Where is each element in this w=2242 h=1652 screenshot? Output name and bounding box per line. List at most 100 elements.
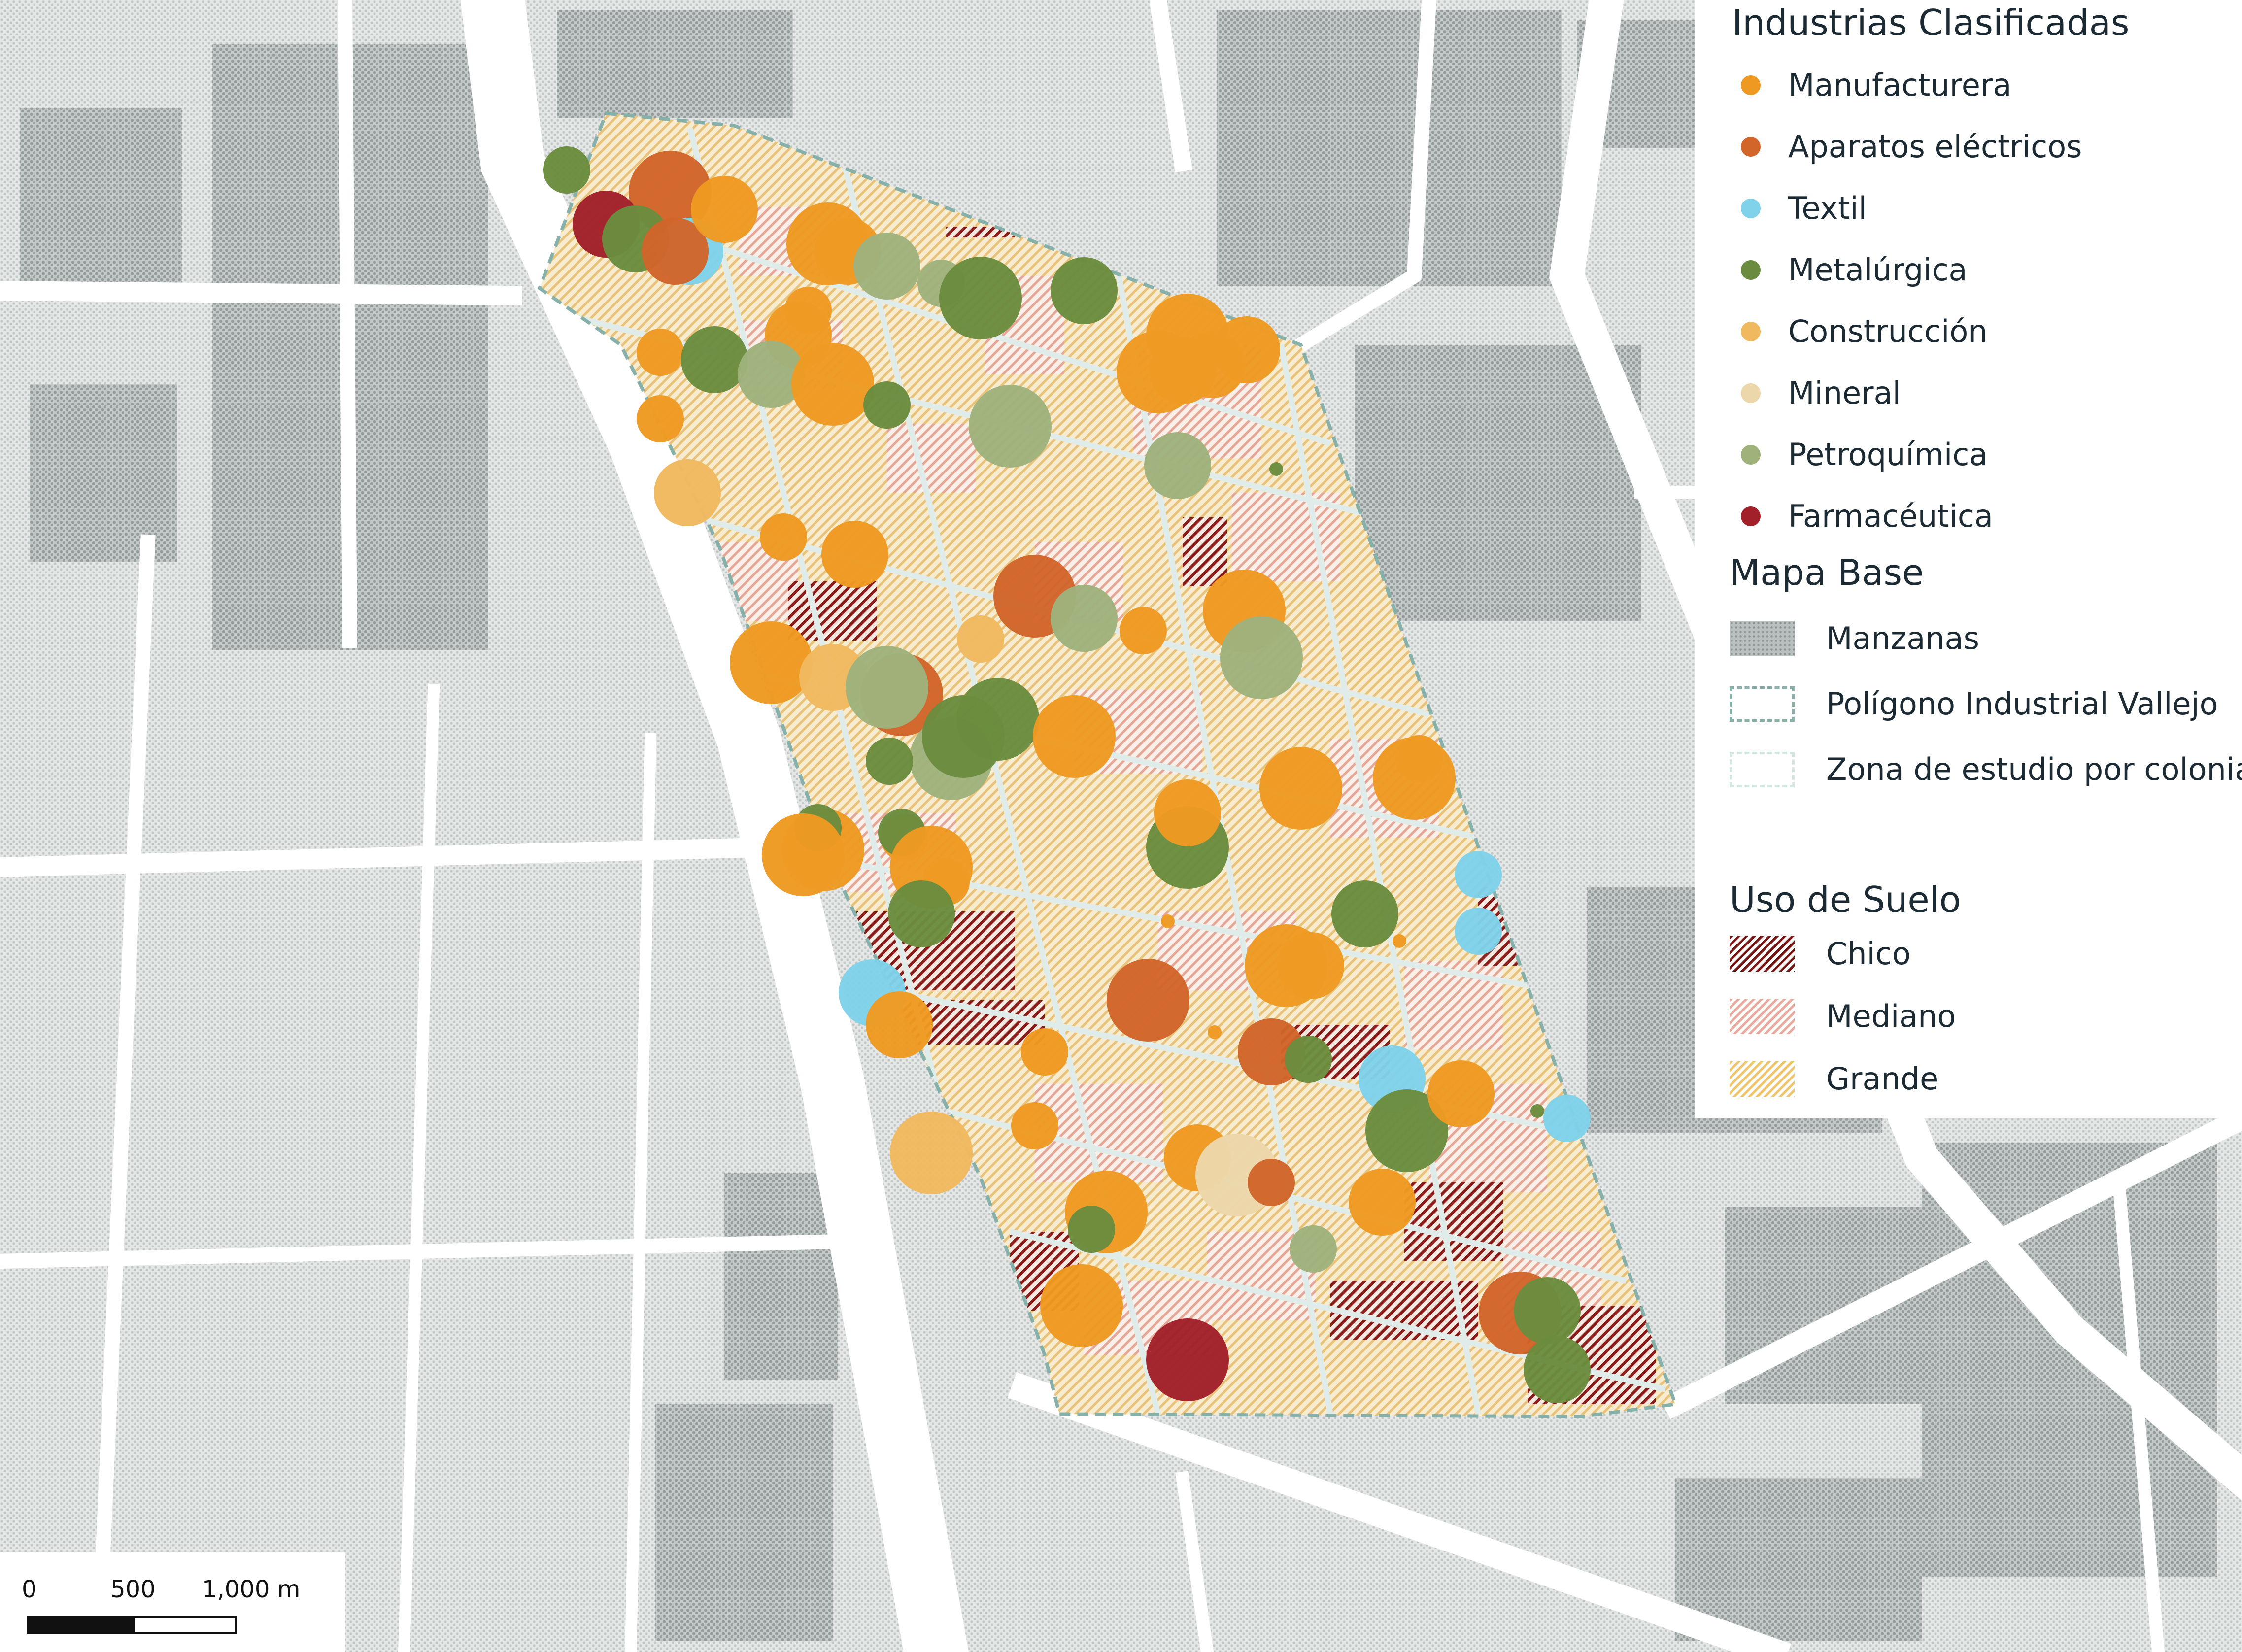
industry-marker <box>1530 1104 1544 1118</box>
industry-marker <box>543 146 590 194</box>
industry-marker <box>1290 1225 1337 1273</box>
legend-item-uso-suelo: Chico <box>1730 936 1911 972</box>
scale-bar-white-segment <box>133 1616 237 1634</box>
legend-item-mapa-base: Polígono Industrial Vallejo <box>1730 686 2218 722</box>
industry-marker <box>821 521 888 588</box>
industry-marker <box>853 233 920 300</box>
legend-item-label: Farmacéutica <box>1788 498 1993 534</box>
legend-item-uso-suelo: Mediano <box>1730 999 1956 1034</box>
industry-marker <box>1220 616 1303 699</box>
industry-marker <box>730 621 813 704</box>
industry-marker <box>1365 1089 1448 1172</box>
legend-mapa-base: Mapa Base Manzanas Polígono Industrial Va… <box>1730 552 2242 808</box>
legend-item-industria: Farmacéutica <box>1732 501 1993 532</box>
legend-item-industria: Aparatos eléctricos <box>1732 132 2082 162</box>
legend-item-label: Manufacturera <box>1788 67 2012 103</box>
industry-marker <box>1146 1318 1229 1401</box>
industry-marker <box>1269 462 1283 476</box>
legend-item-label: Polígono Industrial Vallejo <box>1826 686 2218 722</box>
industry-marker <box>890 1112 973 1194</box>
industry-marker <box>888 880 955 947</box>
industry-marker <box>957 615 1004 663</box>
legend-item-label: Chico <box>1826 936 1911 972</box>
legend-item-label: Metalúrgica <box>1788 252 1968 288</box>
legend-marker-dot <box>1741 322 1761 341</box>
industry-marker <box>846 646 928 729</box>
industry-marker <box>1144 432 1211 499</box>
legend-item-industria: Textil <box>1732 193 1867 224</box>
industry-marker <box>1331 880 1398 947</box>
industry-marker <box>1107 959 1189 1042</box>
legend-marker-dot <box>1741 383 1761 403</box>
industry-marker <box>1349 1169 1416 1236</box>
industry-marker <box>791 343 874 426</box>
legend-item-label: Zona de estudio por colonias <box>1826 751 2242 787</box>
industry-marker <box>1285 1036 1332 1083</box>
industry-marker <box>939 257 1022 339</box>
legend-swatch-zona <box>1730 752 1795 787</box>
legend-item-uso-suelo: Grande <box>1730 1061 1938 1097</box>
industry-marker <box>969 385 1052 468</box>
legend-marker-dot <box>1741 199 1761 218</box>
industry-marker <box>1161 914 1175 928</box>
industry-marker <box>1393 934 1406 948</box>
industry-marker <box>1514 1277 1581 1344</box>
industry-marker <box>863 381 911 429</box>
scale-bar: 0 500 1,000 m <box>0 1552 345 1652</box>
legend-swatch-grande <box>1730 1061 1795 1097</box>
industry-marker <box>681 326 748 393</box>
industry-marker <box>1213 316 1280 383</box>
legend-item-label: Construcción <box>1788 313 1988 349</box>
industry-marker <box>642 218 709 285</box>
legend-marker-dot <box>1741 506 1761 526</box>
legend-swatch-chico <box>1730 936 1795 972</box>
legend-marker-dot <box>1741 260 1761 280</box>
legend-marker-dot <box>1741 75 1761 95</box>
industry-marker <box>738 341 805 408</box>
industry-marker <box>1051 585 1118 652</box>
legend-uso-suelo: Uso de Suelo Chico Mediano Grande <box>1730 882 2237 1109</box>
industry-marker <box>1068 1206 1115 1253</box>
scale-label-0: 0 <box>22 1576 37 1603</box>
industry-marker <box>1277 932 1344 999</box>
industry-marker <box>1040 1264 1123 1347</box>
legend-item-industria: Petroquímica <box>1732 439 1988 470</box>
legend-item-mapa-base: Manzanas <box>1730 621 1979 656</box>
legend-uso-suelo-title: Uso de Suelo <box>1730 879 1961 920</box>
industry-marker <box>637 329 684 376</box>
industry-marker <box>1427 1060 1495 1127</box>
industry-marker <box>1021 1028 1068 1076</box>
industry-marker <box>637 395 684 442</box>
legend-item-label: Mineral <box>1788 375 1901 411</box>
industry-marker <box>1117 331 1199 413</box>
legend-item-label: Grande <box>1826 1061 1939 1097</box>
legend-item-industria: Manufacturera <box>1732 70 2011 101</box>
legend-item-label: Textil <box>1788 190 1867 226</box>
legend-item-industria: Construcción <box>1732 316 1988 347</box>
industry-marker <box>1455 908 1502 955</box>
legend-marker-dot <box>1741 445 1761 465</box>
industry-marker <box>1051 257 1118 324</box>
industry-marker <box>866 991 933 1058</box>
legend-marker-dot <box>1741 137 1761 157</box>
industry-marker <box>1455 851 1502 898</box>
industry-marker <box>691 176 758 243</box>
scale-label-1000: 1,000 m <box>202 1576 301 1603</box>
legend-swatch-poligono <box>1730 686 1795 722</box>
industry-marker <box>1524 1336 1591 1403</box>
industry-marker <box>1120 607 1167 654</box>
legend-item-label: Mediano <box>1826 998 1956 1034</box>
industry-marker <box>1543 1095 1591 1142</box>
legend-panel <box>1695 0 2242 1118</box>
scale-bar-black-segment <box>27 1616 135 1634</box>
industry-marker <box>866 738 913 785</box>
industry-marker <box>922 695 1005 778</box>
industries-layer <box>543 146 1591 1403</box>
legend-item-label: Aparatos eléctricos <box>1788 129 2082 165</box>
industry-marker <box>1259 747 1342 830</box>
legend-swatch-mediano <box>1730 999 1795 1034</box>
industry-marker <box>762 813 845 896</box>
industry-marker <box>1248 1159 1295 1206</box>
industry-marker <box>1033 695 1116 778</box>
industry-marker <box>654 459 721 526</box>
